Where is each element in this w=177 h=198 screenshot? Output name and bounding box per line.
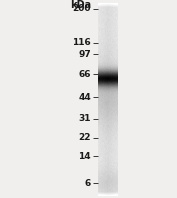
Text: 22: 22 — [79, 133, 91, 142]
Text: 44: 44 — [78, 92, 91, 102]
Text: 6: 6 — [85, 179, 91, 188]
Text: 31: 31 — [79, 114, 91, 123]
Text: 14: 14 — [79, 152, 91, 161]
Text: 116: 116 — [72, 38, 91, 47]
Text: 200: 200 — [73, 4, 91, 13]
Text: 66: 66 — [79, 70, 91, 79]
Text: 97: 97 — [78, 50, 91, 59]
Text: kDa: kDa — [70, 0, 91, 10]
